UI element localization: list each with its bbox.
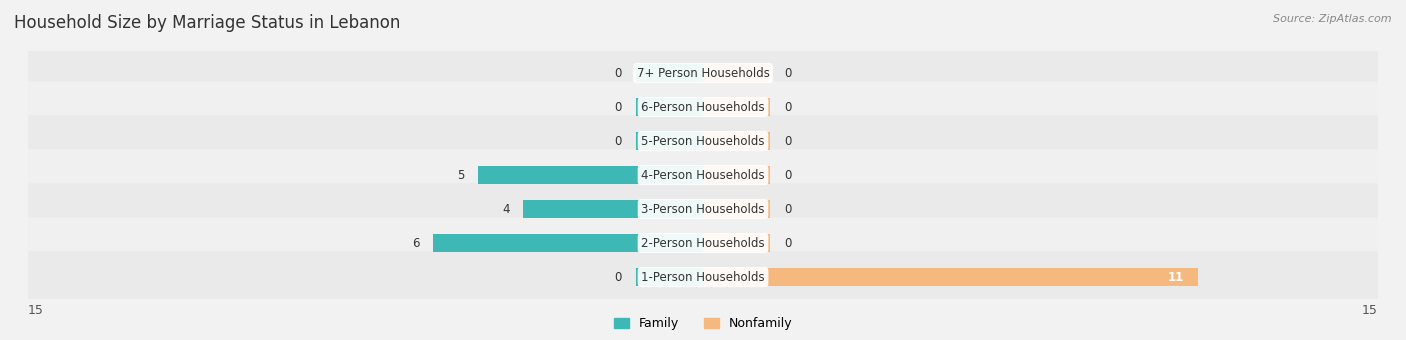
Bar (703, 64, 770, 82)
FancyBboxPatch shape (20, 81, 1386, 133)
Bar (703, 268, 1198, 286)
Bar (636, 132, 703, 150)
Text: Source: ZipAtlas.com: Source: ZipAtlas.com (1274, 14, 1392, 23)
FancyBboxPatch shape (20, 149, 1386, 201)
Bar (636, 64, 703, 82)
Bar (636, 268, 703, 286)
Bar (703, 166, 770, 184)
Text: 11: 11 (1168, 271, 1184, 284)
Text: 0: 0 (785, 169, 792, 182)
FancyBboxPatch shape (20, 183, 1386, 235)
Text: 0: 0 (614, 135, 621, 148)
FancyBboxPatch shape (20, 251, 1386, 303)
FancyBboxPatch shape (20, 217, 1386, 269)
Text: 5-Person Households: 5-Person Households (641, 135, 765, 148)
Text: 7+ Person Households: 7+ Person Households (637, 67, 769, 80)
Text: 0: 0 (614, 67, 621, 80)
Bar (703, 98, 770, 116)
Text: 6: 6 (412, 237, 419, 250)
FancyBboxPatch shape (20, 115, 1386, 167)
Bar (478, 166, 703, 184)
Text: 0: 0 (785, 135, 792, 148)
Bar (703, 200, 770, 218)
Text: 4-Person Households: 4-Person Households (641, 169, 765, 182)
Text: 0: 0 (785, 203, 792, 216)
Text: 0: 0 (785, 237, 792, 250)
Text: 0: 0 (614, 271, 621, 284)
Text: 0: 0 (785, 101, 792, 114)
Text: 0: 0 (614, 101, 621, 114)
Bar (703, 234, 770, 252)
FancyBboxPatch shape (20, 47, 1386, 99)
Text: 4: 4 (502, 203, 509, 216)
Text: 5: 5 (457, 169, 464, 182)
Text: 15: 15 (28, 304, 44, 317)
Text: 3-Person Households: 3-Person Households (641, 203, 765, 216)
Text: 1-Person Households: 1-Person Households (641, 271, 765, 284)
Bar (523, 200, 703, 218)
Bar (636, 98, 703, 116)
Text: Household Size by Marriage Status in Lebanon: Household Size by Marriage Status in Leb… (14, 14, 401, 32)
Bar (433, 234, 703, 252)
Text: 15: 15 (1362, 304, 1378, 317)
Text: 0: 0 (785, 67, 792, 80)
Text: 6-Person Households: 6-Person Households (641, 101, 765, 114)
Text: 2-Person Households: 2-Person Households (641, 237, 765, 250)
Legend: Family, Nonfamily: Family, Nonfamily (613, 317, 793, 330)
Bar (703, 132, 770, 150)
